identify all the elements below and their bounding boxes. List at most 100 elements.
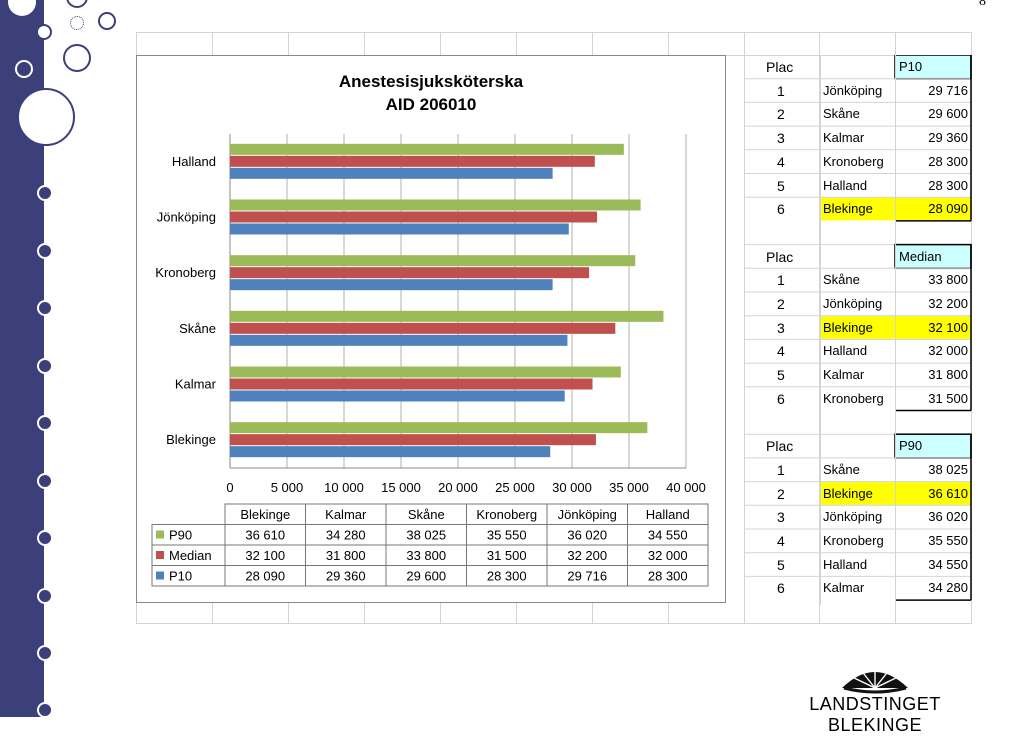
rank-cell: 3 <box>777 319 785 336</box>
category-label: Blekinge <box>166 432 216 447</box>
county-cell: Halland <box>823 343 868 359</box>
circle-decoration <box>37 473 53 489</box>
bar-median <box>230 378 593 390</box>
county-cell: Kalmar <box>823 367 865 383</box>
rank-cell: 4 <box>777 153 785 170</box>
table-value-cell: 36 610 <box>245 528 285 543</box>
rank-cell: 6 <box>777 201 785 218</box>
bar-p90 <box>230 366 621 378</box>
value-cell: 34 550 <box>928 556 968 572</box>
table-value-cell: 29 716 <box>567 569 607 584</box>
county-cell: Kalmar <box>823 580 865 596</box>
table-value-cell: 33 800 <box>406 548 446 563</box>
bar-median <box>230 155 595 167</box>
value-cell: 28 090 <box>928 201 968 217</box>
table-value-cell: 28 300 <box>648 569 688 584</box>
bar-median <box>230 267 590 279</box>
x-tick-label: 25 000 <box>495 480 535 495</box>
circle-decoration <box>17 88 75 146</box>
category-label: Skåne <box>179 321 216 336</box>
measure-header: Median <box>899 248 942 264</box>
category-label: Halland <box>172 154 216 169</box>
legend-label: P90 <box>169 528 192 543</box>
circle-decoration <box>37 645 53 661</box>
plac-header: Plac <box>766 248 794 265</box>
table-header-cell: Jönköping <box>558 507 617 522</box>
x-tick-label: 5 000 <box>271 480 304 495</box>
county-cell: Jönköping <box>823 82 883 98</box>
value-cell: 38 025 <box>928 461 968 477</box>
legend-swatch <box>156 530 164 539</box>
shell-logo-icon <box>842 666 908 694</box>
table-border <box>151 524 709 587</box>
rank-cell: 1 <box>777 82 785 99</box>
value-cell: 31 500 <box>928 390 968 406</box>
bar-p90 <box>230 199 641 211</box>
rank-cell: 5 <box>777 556 785 573</box>
table-value-cell: 28 300 <box>487 569 527 584</box>
circle-decoration <box>98 12 116 30</box>
circle-decoration <box>37 702 53 718</box>
logo-text: LANDSTINGET BLEKINGE <box>809 694 941 735</box>
bar-chart: Anestesisjuksköterska AID 206010 Bleking… <box>151 72 709 587</box>
chart-title: Anestesisjuksköterska <box>339 72 524 91</box>
rank-cell: 5 <box>777 177 785 194</box>
bar-p10 <box>230 446 551 458</box>
bar-median <box>230 211 598 223</box>
legend-swatch <box>156 571 164 580</box>
rank-cell: 4 <box>777 343 785 360</box>
county-cell: Kronoberg <box>823 153 884 169</box>
bar-p10 <box>230 279 553 291</box>
county-cell: Halland <box>823 556 868 572</box>
bar-p10 <box>230 334 568 346</box>
circle-decoration <box>37 358 53 374</box>
county-cell: Blekinge <box>823 319 873 335</box>
table-value-cell: 29 600 <box>406 569 446 584</box>
circle-decoration <box>70 16 84 30</box>
table-value-cell: 31 500 <box>487 548 527 563</box>
legend-label: Median <box>169 548 212 563</box>
table-value-cell: 35 550 <box>487 528 527 543</box>
value-cell: 28 300 <box>928 177 968 193</box>
plac-header: Plac <box>766 438 794 455</box>
bar-p90 <box>230 143 624 155</box>
county-cell: Blekinge <box>823 485 873 501</box>
legend-label: P10 <box>169 569 192 584</box>
rank-cell: 6 <box>777 390 785 407</box>
county-cell: Blekinge <box>823 201 873 217</box>
x-tick-label: 10 000 <box>324 480 364 495</box>
table-header-cell: Kalmar <box>325 507 367 522</box>
circle-decoration <box>37 530 53 546</box>
value-cell: 29 600 <box>928 106 968 122</box>
measure-header: P90 <box>899 438 923 454</box>
bar-p10 <box>230 167 553 179</box>
rank-cell: 1 <box>777 272 785 289</box>
category-label: Jönköping <box>157 210 216 225</box>
value-cell: 29 716 <box>928 82 968 98</box>
x-tick-label: 40 000 <box>666 480 706 495</box>
county-cell: Skåne <box>823 461 860 477</box>
table-value-cell: 34 280 <box>326 528 366 543</box>
chart-subtitle: AID 206010 <box>386 95 477 114</box>
chart-area: Anestesisjuksköterska AID 206010 Bleking… <box>136 55 726 603</box>
table-header-cell: Kronoberg <box>476 507 537 522</box>
bar-p90 <box>230 255 636 267</box>
county-cell: Skåne <box>823 106 860 122</box>
rank-cell: 3 <box>777 130 785 147</box>
value-cell: 32 100 <box>928 319 968 335</box>
table-value-cell: 32 200 <box>567 548 607 563</box>
value-cell: 29 360 <box>928 130 968 146</box>
county-cell: Halland <box>823 177 868 193</box>
x-tick-label: 35 000 <box>609 480 649 495</box>
circle-decoration <box>37 415 53 431</box>
landstinget-logo: LANDSTINGET BLEKINGE <box>764 662 986 735</box>
table-value-cell: 36 020 <box>567 528 607 543</box>
county-cell: Kronoberg <box>823 533 884 548</box>
circle-decoration <box>66 0 88 8</box>
table-value-cell: 32 100 <box>245 548 285 563</box>
circle-decoration <box>37 588 53 604</box>
county-cell: Jönköping <box>823 509 883 525</box>
plac-header: Plac <box>766 59 794 75</box>
circle-decoration <box>37 185 53 201</box>
value-cell: 35 550 <box>928 533 968 548</box>
